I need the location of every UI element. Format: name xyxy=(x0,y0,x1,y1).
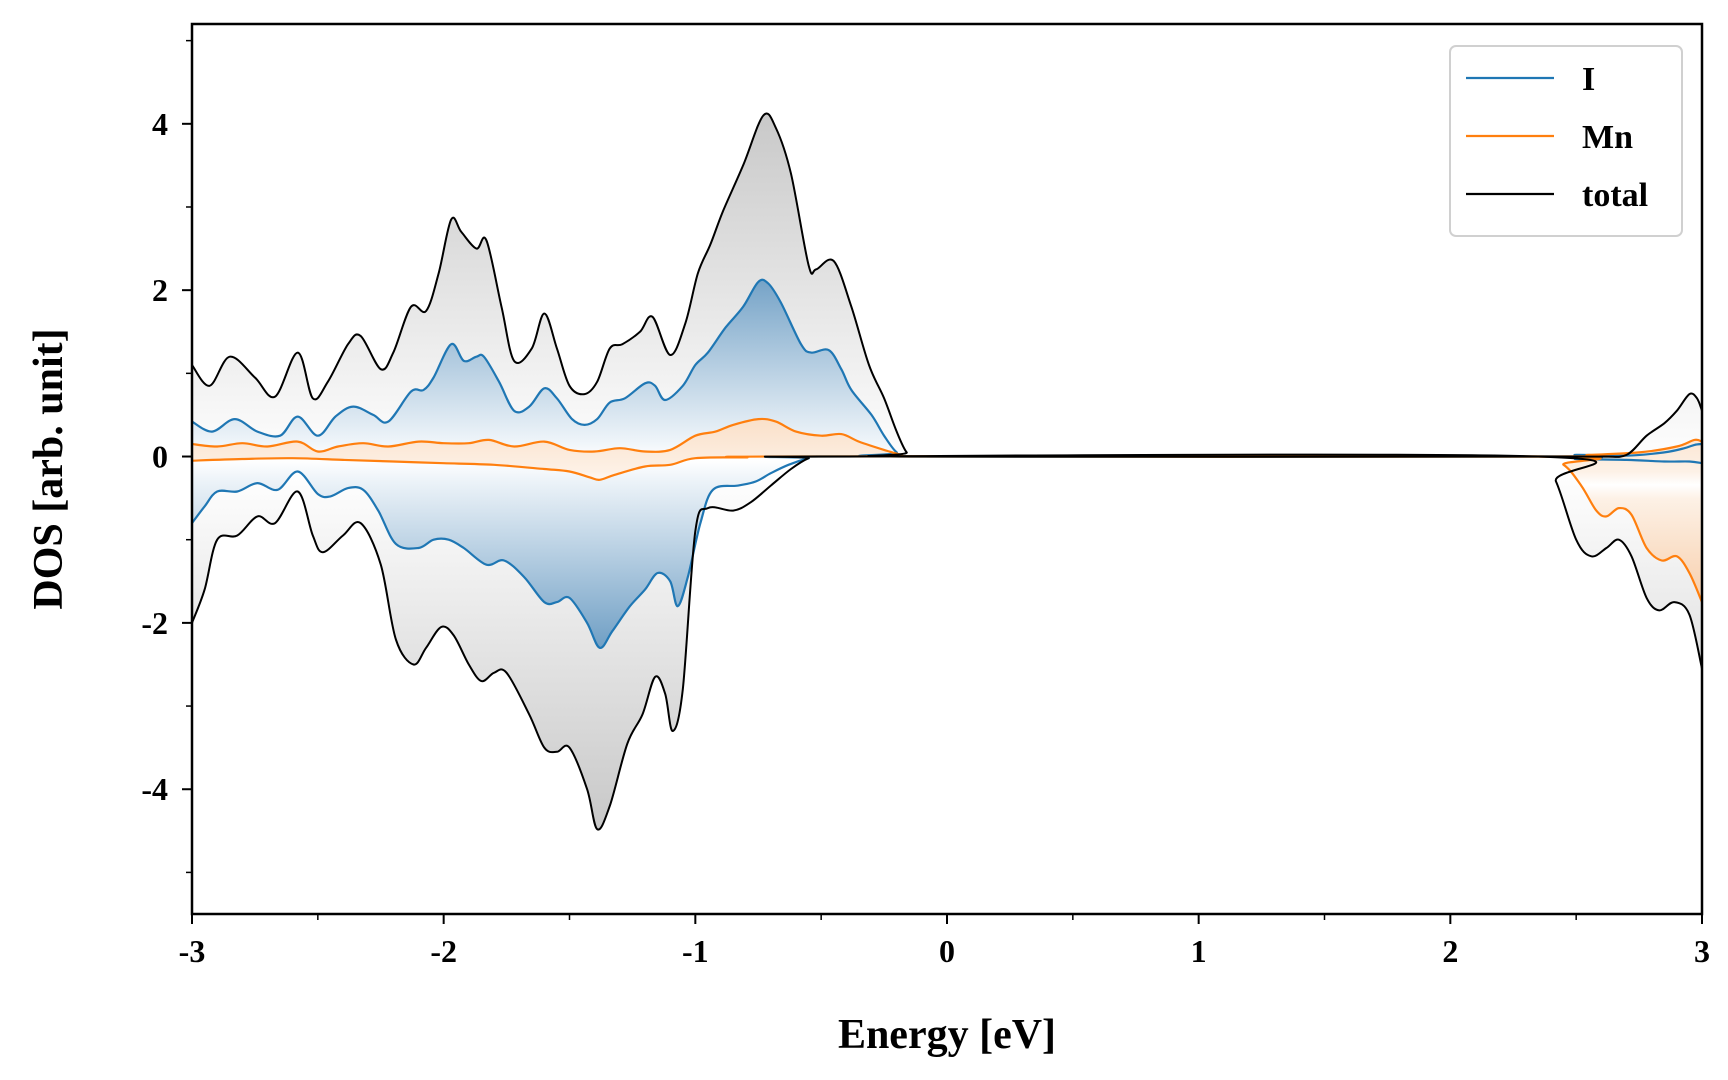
i-spin-down-fill xyxy=(192,456,1702,648)
y-axis-label: DOS [arb. unit] xyxy=(26,328,72,609)
area-fills xyxy=(192,113,1702,830)
x-tick-label: -3 xyxy=(179,933,206,969)
legend: I Mn total xyxy=(1449,45,1683,237)
x-tick-label: 2 xyxy=(1442,933,1458,969)
y-tick-label: -4 xyxy=(141,771,168,807)
y-tick-label: 2 xyxy=(152,272,168,308)
axis-tick-labels: -3 -2 -1 0 1 2 3 -4 -2 0 2 4 xyxy=(141,106,1710,969)
legend-label-i: I xyxy=(1582,61,1595,98)
total-spin-up-line xyxy=(192,112,1702,458)
x-tick-label: 3 xyxy=(1694,933,1710,969)
legend-box xyxy=(1449,45,1683,237)
mn-spin-down-line xyxy=(192,454,1702,603)
total-spin-down-line xyxy=(192,453,1702,831)
y-tick-label: 0 xyxy=(152,439,168,475)
legend-label-total: total xyxy=(1582,177,1648,214)
y-tick-label: 4 xyxy=(152,106,168,142)
series-lines xyxy=(192,112,1702,831)
y-tick-label: -2 xyxy=(141,605,168,641)
x-tick-label: 0 xyxy=(939,933,955,969)
x-tick-label: 1 xyxy=(1191,933,1207,969)
mn-spin-up-fill xyxy=(192,418,1702,457)
x-tick-label: -1 xyxy=(682,933,709,969)
axis-ticks xyxy=(182,39,1703,924)
i-spin-up-fill xyxy=(192,279,1702,457)
legend-label-mn: Mn xyxy=(1582,119,1633,156)
x-axis-label: Energy [eV] xyxy=(838,1012,1056,1058)
x-tick-label: -2 xyxy=(430,933,457,969)
